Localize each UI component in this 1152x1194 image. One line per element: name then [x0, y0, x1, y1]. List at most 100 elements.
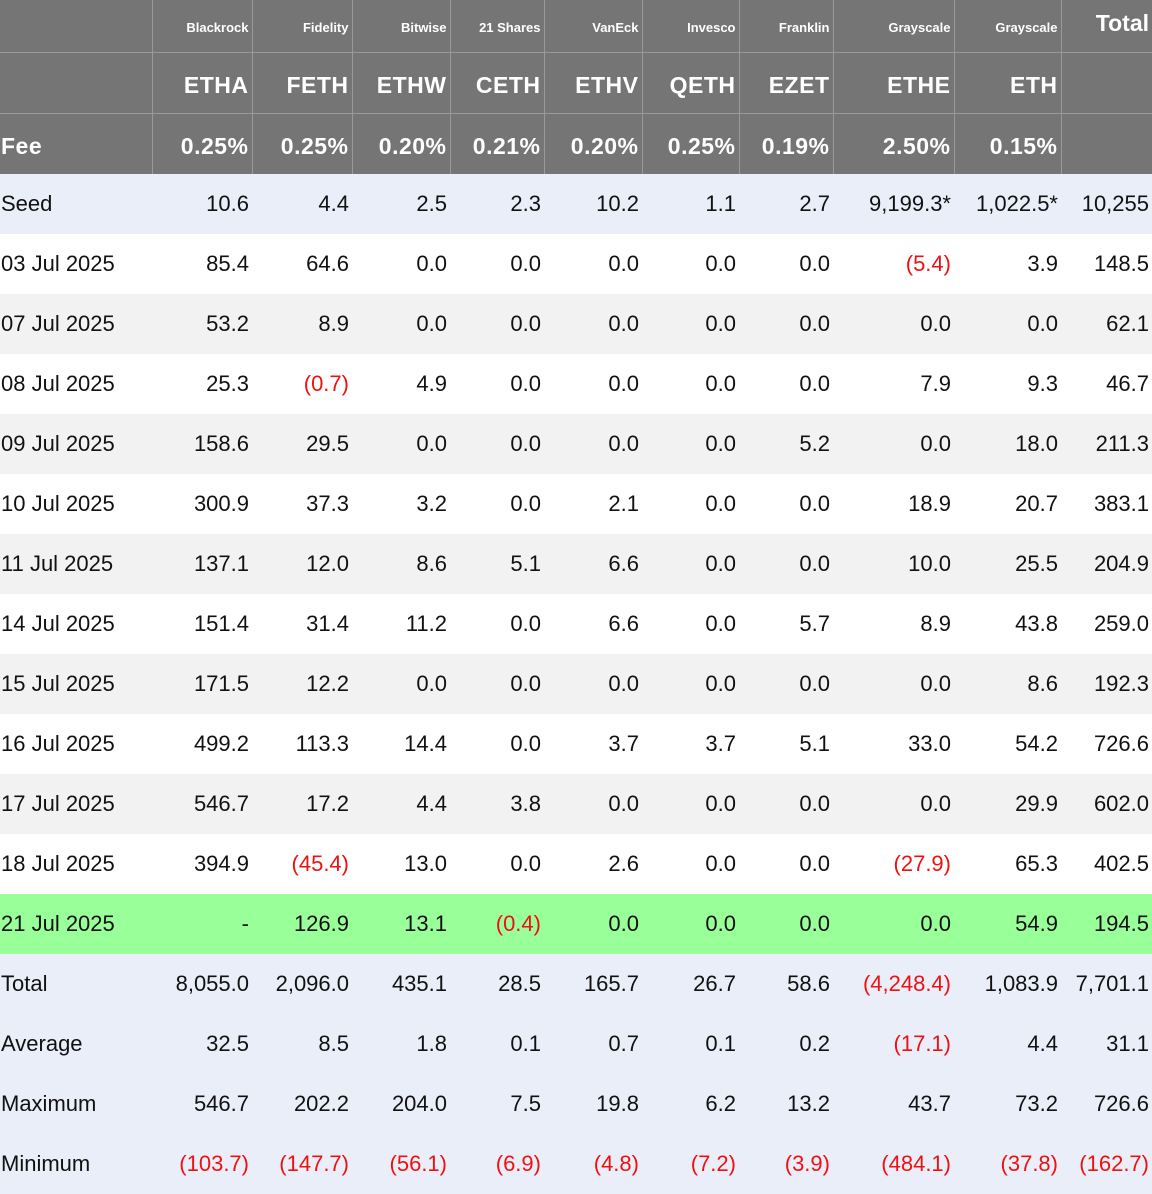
- flow-cell: (147.7): [252, 1134, 352, 1194]
- flow-cell: 29.5: [252, 414, 352, 474]
- flow-cell: 0.0: [544, 354, 642, 414]
- fee-header-row: Fee 0.25% 0.25% 0.20% 0.21% 0.20% 0.25% 0.19% 2…: [0, 112, 1152, 174]
- issuer-header: Grayscale: [832, 0, 954, 52]
- flow-cell: 0.0: [739, 534, 833, 594]
- flow-cell: 18.9: [833, 474, 954, 534]
- fee-label: Fee: [0, 112, 152, 174]
- flow-cell: 8.6: [954, 654, 1061, 714]
- row-label: 07 Jul 2025: [0, 294, 152, 354]
- flow-cell: 137.1: [152, 534, 252, 594]
- flow-cell: 5.7: [739, 594, 833, 654]
- row-label: Seed: [0, 174, 152, 234]
- flow-cell: 17.2: [252, 774, 352, 834]
- flow-cell: 8.6: [352, 534, 450, 594]
- flow-cell: 0.0: [642, 294, 739, 354]
- flow-cell: 0.0: [833, 654, 954, 714]
- ticker-header: CETH: [449, 51, 544, 113]
- flow-cell: 0.0: [450, 594, 544, 654]
- row-label: 14 Jul 2025: [0, 594, 152, 654]
- flow-cell: 0.0: [739, 354, 833, 414]
- table-body: Seed 10.6 4.4 2.5 2.3 10.2 1.1 2.7 9,199.3* 1,022…: [0, 174, 1152, 1194]
- flow-cell: (4.8): [544, 1134, 642, 1194]
- flow-cell: 4.4: [352, 774, 450, 834]
- flow-cell: 3.8: [450, 774, 544, 834]
- flow-cell: 0.0: [642, 534, 739, 594]
- table-row: 09 Jul 2025 158.6 29.5 0.0 0.0 0.0 0.0 5.2 0.0 18…: [0, 414, 1152, 474]
- flow-cell: 43.8: [954, 594, 1061, 654]
- flow-cell: (5.4): [833, 234, 954, 294]
- flow-cell: 25.5: [954, 534, 1061, 594]
- flow-cell: 2.5: [352, 174, 450, 234]
- flow-cell: 0.0: [739, 894, 833, 954]
- flow-cell: 0.0: [642, 894, 739, 954]
- flow-cell: (27.9): [833, 834, 954, 894]
- row-label: 11 Jul 2025: [0, 534, 152, 594]
- flow-cell: 43.7: [833, 1074, 954, 1134]
- flow-cell: 14.4: [352, 714, 450, 774]
- flow-cell: 10.0: [833, 534, 954, 594]
- flow-cell: 394.9: [152, 834, 252, 894]
- flow-cell: 3.9: [954, 234, 1061, 294]
- flow-cell: 0.0: [739, 474, 833, 534]
- flow-cell: 10.6: [152, 174, 252, 234]
- flow-cell: -: [152, 894, 252, 954]
- flow-cell: 65.3: [954, 834, 1061, 894]
- flow-cell: 1,022.5*: [954, 174, 1061, 234]
- flow-cell: (45.4): [252, 834, 352, 894]
- flow-cell: 5.1: [739, 714, 833, 774]
- flow-cell: 54.2: [954, 714, 1061, 774]
- table-row: 10 Jul 2025 300.9 37.3 3.2 0.0 2.1 0.0 0.0 18.9 2…: [0, 474, 1152, 534]
- flow-cell: 0.0: [450, 294, 544, 354]
- flow-cell: 151.4: [152, 594, 252, 654]
- fee-value: 0.21%: [449, 112, 544, 174]
- flow-cell: 3.7: [642, 714, 739, 774]
- flow-cell: 0.1: [450, 1014, 544, 1074]
- flow-cell: 5.2: [739, 414, 833, 474]
- flow-cell: 0.0: [450, 234, 544, 294]
- flow-cell: 0.0: [833, 414, 954, 474]
- corner-cell: [0, 51, 152, 113]
- flow-cell: 2.1: [544, 474, 642, 534]
- flow-cell: 18.0: [954, 414, 1061, 474]
- flow-cell: 204.0: [352, 1074, 450, 1134]
- flow-cell: 0.0: [544, 894, 642, 954]
- flow-cell: 300.9: [152, 474, 252, 534]
- flow-cell: 8,055.0: [152, 954, 252, 1014]
- flow-cell: 62.1: [1061, 294, 1152, 354]
- flow-cell: 6.2: [642, 1074, 739, 1134]
- flow-cell: 12.2: [252, 654, 352, 714]
- issuer-header: VanEck: [543, 0, 642, 52]
- flow-cell: (6.9): [450, 1134, 544, 1194]
- flow-cell: 0.0: [450, 414, 544, 474]
- flow-cell: 0.0: [739, 654, 833, 714]
- flow-cell: 202.2: [252, 1074, 352, 1134]
- ticker-header: ETHA: [151, 51, 252, 113]
- flow-cell: 0.0: [642, 774, 739, 834]
- flow-cell: 0.0: [544, 414, 642, 474]
- flow-cell: (3.9): [739, 1134, 833, 1194]
- flow-cell: 0.0: [450, 354, 544, 414]
- table-row: 11 Jul 2025 137.1 12.0 8.6 5.1 6.6 0.0 0.0 10.0 2…: [0, 534, 1152, 594]
- flow-cell: 1.1: [642, 174, 739, 234]
- table-row: 16 Jul 2025 499.2 113.3 14.4 0.0 3.7 3.7 5.1 33.…: [0, 714, 1152, 774]
- summary-row: Average 32.5 8.5 1.8 0.1 0.7 0.1 0.2 (17.1) 4.4 31…: [0, 1014, 1152, 1074]
- issuer-header: Franklin: [738, 0, 833, 52]
- total-fee-blank: [1060, 112, 1152, 174]
- flow-cell: 0.1: [642, 1014, 739, 1074]
- table-row: 07 Jul 2025 53.2 8.9 0.0 0.0 0.0 0.0 0.0 0.0 0.0 6…: [0, 294, 1152, 354]
- fee-value: 0.20%: [351, 112, 450, 174]
- flow-cell: 13.0: [352, 834, 450, 894]
- flow-cell: (162.7): [1061, 1134, 1152, 1194]
- flow-cell: 0.0: [739, 774, 833, 834]
- flow-cell: 12.0: [252, 534, 352, 594]
- flow-cell: 7.5: [450, 1074, 544, 1134]
- flow-cell: (37.8): [954, 1134, 1061, 1194]
- flow-cell: (103.7): [152, 1134, 252, 1194]
- ticker-header: ETHV: [543, 51, 642, 113]
- flow-cell: 5.1: [450, 534, 544, 594]
- flow-cell: 54.9: [954, 894, 1061, 954]
- flow-cell: 6.6: [544, 534, 642, 594]
- flow-cell: 8.9: [252, 294, 352, 354]
- flow-cell: (0.7): [252, 354, 352, 414]
